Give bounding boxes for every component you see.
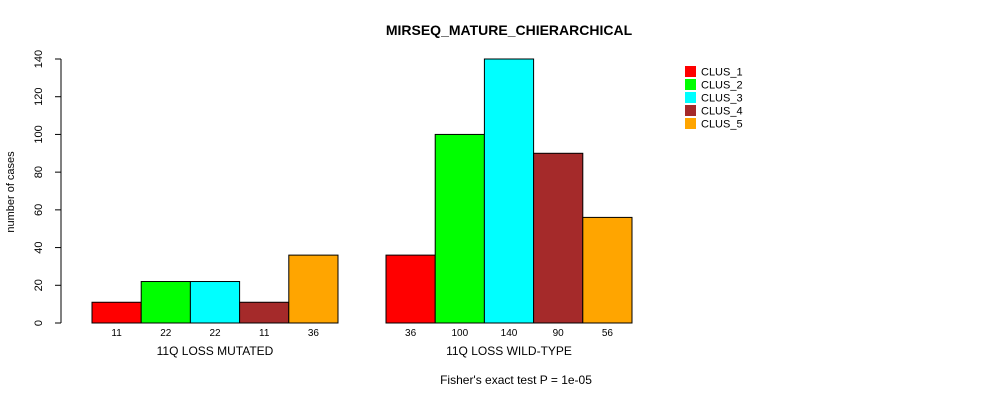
y-tick-label: 140	[33, 50, 45, 68]
bar-clus-1-group-2	[385, 254, 436, 324]
bar-value-label: 140	[501, 328, 518, 339]
group-label: 11Q LOSS MUTATED	[157, 344, 274, 358]
y-tick-label: 120	[33, 88, 45, 106]
bar-value-labels: 11 22 22 11 36 36 100 140 90 56	[111, 328, 613, 339]
bar-value-label: 56	[602, 328, 614, 339]
bar-clus-1-group-1	[91, 301, 142, 324]
bar-clus-4-group-1	[239, 301, 290, 324]
legend-label: CLUS_2	[701, 80, 743, 92]
y-axis-label: number of cases	[5, 151, 17, 233]
y-tick-label: 60	[33, 204, 45, 216]
group-labels: 11Q LOSS MUTATED 11Q LOSS WILD-TYPE	[157, 344, 572, 358]
y-tick-label: 0	[33, 320, 45, 326]
bar-value-label: 36	[405, 328, 417, 339]
legend-swatch	[685, 92, 696, 103]
bar-value-label: 11	[259, 328, 270, 339]
y-axis: 0 20 40 60 80 100 120 140	[33, 50, 62, 326]
bar-value-label: 22	[160, 328, 172, 339]
bar-clus-3-group-2	[483, 58, 535, 324]
bar-value-label: 36	[308, 328, 320, 339]
bar-clus-2-group-1	[140, 281, 191, 324]
bar-clus-4-group-2	[533, 152, 584, 324]
bars	[91, 58, 633, 324]
bar-value-label: 11	[111, 328, 122, 339]
fisher-test-footnote: Fisher's exact test P = 1e-05	[440, 373, 592, 387]
legend-swatch	[685, 118, 696, 129]
legend-label: CLUS_3	[701, 93, 743, 105]
chart-title: MIRSEQ_MATURE_CHIERARCHICAL	[386, 22, 633, 38]
y-tick-label: 40	[33, 241, 45, 253]
y-tick-label: 80	[33, 166, 45, 178]
y-tick-label: 100	[33, 125, 45, 143]
y-tick-label: 20	[33, 279, 45, 291]
legend-swatch	[685, 66, 696, 77]
bar-value-label: 90	[553, 328, 565, 339]
group-label: 11Q LOSS WILD-TYPE	[446, 344, 572, 358]
bar-clus-5-group-1	[288, 254, 339, 324]
legend-label: CLUS_5	[701, 119, 743, 131]
bar-value-label: 100	[451, 328, 468, 339]
legend-swatch	[685, 105, 696, 116]
bar-value-label: 22	[209, 328, 221, 339]
legend-label: CLUS_4	[701, 106, 743, 118]
legend-label: CLUS_1	[701, 67, 743, 79]
bar-clus-5-group-2	[582, 216, 633, 324]
bar-clus-3-group-1	[189, 281, 241, 324]
legend-swatch	[685, 79, 696, 90]
bar-clus-2-group-2	[434, 133, 485, 324]
